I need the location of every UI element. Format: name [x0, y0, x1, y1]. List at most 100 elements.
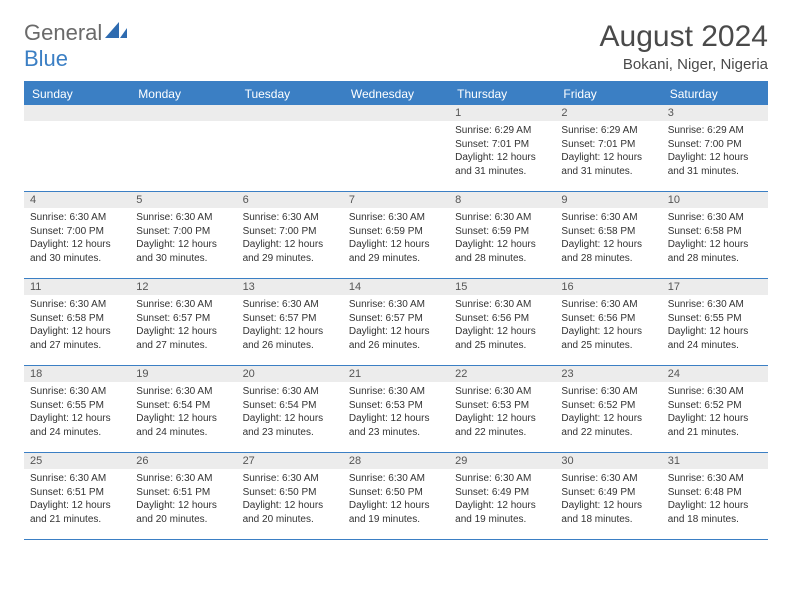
sunset-text: Sunset: 7:01 PM [455, 138, 549, 152]
sunrise-text: Sunrise: 6:30 AM [349, 385, 443, 399]
calendar-cell: 27Sunrise: 6:30 AMSunset: 6:50 PMDayligh… [237, 453, 343, 539]
day-number: 13 [237, 279, 343, 295]
calendar-cell: 10Sunrise: 6:30 AMSunset: 6:58 PMDayligh… [662, 192, 768, 278]
sunrise-text: Sunrise: 6:30 AM [455, 211, 549, 225]
day-number: 1 [449, 105, 555, 121]
day-number: 2 [555, 105, 661, 121]
daylight-text: Daylight: 12 hours and 18 minutes. [668, 499, 762, 526]
calendar-cell [237, 105, 343, 191]
daylight-text: Daylight: 12 hours and 27 minutes. [30, 325, 124, 352]
sunset-text: Sunset: 6:59 PM [455, 225, 549, 239]
sunset-text: Sunset: 6:58 PM [561, 225, 655, 239]
daylight-text: Daylight: 12 hours and 21 minutes. [30, 499, 124, 526]
location-subtitle: Bokani, Niger, Nigeria [600, 56, 768, 73]
day-number: 8 [449, 192, 555, 208]
day-header: Thursday [449, 83, 555, 105]
day-details: Sunrise: 6:30 AMSunset: 7:00 PMDaylight:… [237, 208, 343, 269]
sunrise-text: Sunrise: 6:30 AM [561, 298, 655, 312]
day-details: Sunrise: 6:30 AMSunset: 6:54 PMDaylight:… [130, 382, 236, 443]
day-header: Tuesday [237, 83, 343, 105]
sunset-text: Sunset: 6:51 PM [136, 486, 230, 500]
daylight-text: Daylight: 12 hours and 30 minutes. [30, 238, 124, 265]
day-number: 31 [662, 453, 768, 469]
day-details: Sunrise: 6:30 AMSunset: 6:50 PMDaylight:… [237, 469, 343, 530]
daylight-text: Daylight: 12 hours and 20 minutes. [243, 499, 337, 526]
day-number: 21 [343, 366, 449, 382]
calendar-cell: 31Sunrise: 6:30 AMSunset: 6:48 PMDayligh… [662, 453, 768, 539]
calendar-cell: 29Sunrise: 6:30 AMSunset: 6:49 PMDayligh… [449, 453, 555, 539]
calendar-cell: 3Sunrise: 6:29 AMSunset: 7:00 PMDaylight… [662, 105, 768, 191]
daylight-text: Daylight: 12 hours and 31 minutes. [455, 151, 549, 178]
calendar-cell: 16Sunrise: 6:30 AMSunset: 6:56 PMDayligh… [555, 279, 661, 365]
daylight-text: Daylight: 12 hours and 23 minutes. [243, 412, 337, 439]
title-block: August 2024 Bokani, Niger, Nigeria [600, 20, 768, 73]
daylight-text: Daylight: 12 hours and 18 minutes. [561, 499, 655, 526]
sunrise-text: Sunrise: 6:30 AM [136, 298, 230, 312]
calendar: SundayMondayTuesdayWednesdayThursdayFrid… [24, 81, 768, 540]
day-number: 5 [130, 192, 236, 208]
page-title: August 2024 [600, 20, 768, 54]
sunrise-text: Sunrise: 6:30 AM [349, 211, 443, 225]
sunset-text: Sunset: 6:52 PM [561, 399, 655, 413]
day-details: Sunrise: 6:30 AMSunset: 7:00 PMDaylight:… [24, 208, 130, 269]
sunrise-text: Sunrise: 6:29 AM [455, 124, 549, 138]
sunset-text: Sunset: 6:57 PM [136, 312, 230, 326]
calendar-cell: 13Sunrise: 6:30 AMSunset: 6:57 PMDayligh… [237, 279, 343, 365]
calendar-cell: 11Sunrise: 6:30 AMSunset: 6:58 PMDayligh… [24, 279, 130, 365]
calendar-week: 4Sunrise: 6:30 AMSunset: 7:00 PMDaylight… [24, 192, 768, 279]
sunrise-text: Sunrise: 6:30 AM [243, 385, 337, 399]
sunset-text: Sunset: 6:56 PM [561, 312, 655, 326]
daylight-text: Daylight: 12 hours and 30 minutes. [136, 238, 230, 265]
day-details: Sunrise: 6:29 AMSunset: 7:01 PMDaylight:… [449, 121, 555, 182]
sunset-text: Sunset: 6:53 PM [455, 399, 549, 413]
sunset-text: Sunset: 6:49 PM [561, 486, 655, 500]
calendar-cell [130, 105, 236, 191]
sunrise-text: Sunrise: 6:30 AM [561, 385, 655, 399]
logo-word-general: General [24, 20, 102, 45]
daylight-text: Daylight: 12 hours and 28 minutes. [455, 238, 549, 265]
sunset-text: Sunset: 6:55 PM [30, 399, 124, 413]
day-details: Sunrise: 6:30 AMSunset: 6:56 PMDaylight:… [449, 295, 555, 356]
day-number: 7 [343, 192, 449, 208]
day-details: Sunrise: 6:30 AMSunset: 6:59 PMDaylight:… [449, 208, 555, 269]
daylight-text: Daylight: 12 hours and 28 minutes. [561, 238, 655, 265]
sail-icon [105, 22, 127, 38]
daylight-text: Daylight: 12 hours and 27 minutes. [136, 325, 230, 352]
sunrise-text: Sunrise: 6:29 AM [561, 124, 655, 138]
day-number: 29 [449, 453, 555, 469]
day-details: Sunrise: 6:29 AMSunset: 7:00 PMDaylight:… [662, 121, 768, 182]
sunrise-text: Sunrise: 6:30 AM [30, 298, 124, 312]
day-details: Sunrise: 6:30 AMSunset: 6:55 PMDaylight:… [24, 382, 130, 443]
sunrise-text: Sunrise: 6:30 AM [455, 298, 549, 312]
calendar-cell: 6Sunrise: 6:30 AMSunset: 7:00 PMDaylight… [237, 192, 343, 278]
day-number [343, 105, 449, 121]
day-number: 19 [130, 366, 236, 382]
day-number: 20 [237, 366, 343, 382]
day-header: Sunday [24, 83, 130, 105]
sunrise-text: Sunrise: 6:30 AM [243, 472, 337, 486]
sunset-text: Sunset: 6:56 PM [455, 312, 549, 326]
calendar-week: 18Sunrise: 6:30 AMSunset: 6:55 PMDayligh… [24, 366, 768, 453]
sunset-text: Sunset: 6:58 PM [668, 225, 762, 239]
day-number: 24 [662, 366, 768, 382]
day-header: Monday [130, 83, 236, 105]
daylight-text: Daylight: 12 hours and 29 minutes. [349, 238, 443, 265]
calendar-cell: 14Sunrise: 6:30 AMSunset: 6:57 PMDayligh… [343, 279, 449, 365]
sunset-text: Sunset: 6:59 PM [349, 225, 443, 239]
daylight-text: Daylight: 12 hours and 28 minutes. [668, 238, 762, 265]
daylight-text: Daylight: 12 hours and 21 minutes. [668, 412, 762, 439]
day-number: 6 [237, 192, 343, 208]
day-details: Sunrise: 6:30 AMSunset: 6:53 PMDaylight:… [449, 382, 555, 443]
sunrise-text: Sunrise: 6:30 AM [668, 472, 762, 486]
calendar-cell: 7Sunrise: 6:30 AMSunset: 6:59 PMDaylight… [343, 192, 449, 278]
header: General Blue August 2024 Bokani, Niger, … [24, 20, 768, 73]
calendar-week: 1Sunrise: 6:29 AMSunset: 7:01 PMDaylight… [24, 105, 768, 192]
sunrise-text: Sunrise: 6:30 AM [349, 472, 443, 486]
day-details: Sunrise: 6:29 AMSunset: 7:01 PMDaylight:… [555, 121, 661, 182]
day-number: 14 [343, 279, 449, 295]
calendar-cell: 19Sunrise: 6:30 AMSunset: 6:54 PMDayligh… [130, 366, 236, 452]
day-number [130, 105, 236, 121]
day-details: Sunrise: 6:30 AMSunset: 6:59 PMDaylight:… [343, 208, 449, 269]
sunrise-text: Sunrise: 6:30 AM [668, 385, 762, 399]
sunrise-text: Sunrise: 6:30 AM [136, 211, 230, 225]
